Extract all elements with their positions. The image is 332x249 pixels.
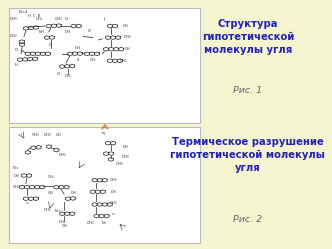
Text: $\rm CH_2$: $\rm CH_2$ [58, 218, 66, 226]
Text: f: f [21, 133, 23, 137]
Text: OH: OH [14, 174, 19, 178]
Text: $\rm n_2$: $\rm n_2$ [25, 200, 31, 207]
Text: Рис. 1: Рис. 1 [233, 85, 262, 95]
Text: O: O [57, 71, 60, 75]
Text: $\rm CH_3$: $\rm CH_3$ [87, 219, 95, 227]
Text: Рис. 2: Рис. 2 [233, 215, 262, 224]
Text: OH: OH [74, 46, 80, 50]
Text: OH: OH [55, 133, 61, 137]
Text: $\rm CH_3$: $\rm CH_3$ [115, 160, 124, 168]
Text: $\rm CH_3$: $\rm CH_3$ [121, 153, 129, 161]
Text: $\rm CH_2$: $\rm CH_2$ [64, 72, 72, 80]
Text: J: J [104, 17, 105, 21]
Bar [9, 127, 200, 243]
Text: $\rm N = 4$: $\rm N = 4$ [19, 7, 30, 14]
Text: N=: N= [102, 221, 107, 225]
Text: O: O [15, 48, 18, 52]
Text: $\rm CH_3$: $\rm CH_3$ [42, 206, 51, 214]
Text: O: O [87, 29, 90, 33]
Text: $\rm CH_3$: $\rm CH_3$ [31, 131, 40, 139]
Text: $\rm CH_3$: $\rm CH_3$ [42, 131, 51, 139]
Text: $\rm CH_3$: $\rm CH_3$ [58, 151, 66, 159]
Text: Структура
гипотетической
молекулы угля: Структура гипотетической молекулы угля [202, 19, 294, 55]
Text: $\rm N=$: $\rm N=$ [54, 207, 62, 214]
Text: OH: OH [48, 191, 53, 195]
Text: OH: OH [90, 58, 96, 62]
Text: S: S [76, 58, 79, 62]
Text: $\rm CH_3$: $\rm CH_3$ [110, 199, 118, 207]
Text: OH: OH [123, 145, 128, 149]
Text: $\rm CH_2$: $\rm CH_2$ [46, 173, 55, 181]
Bar [9, 7, 200, 123]
Text: $\rm CH_3$: $\rm CH_3$ [123, 34, 131, 41]
Text: NH: NH [38, 30, 44, 34]
Text: H  C  B: H C B [28, 14, 40, 18]
Text: $\rm CH_3$: $\rm CH_3$ [9, 33, 18, 40]
Text: OH: OH [123, 24, 128, 28]
Text: $\rm CH_3$: $\rm CH_3$ [9, 15, 18, 23]
Text: O: O [64, 17, 67, 21]
Text: $\rm CH_2$: $\rm CH_2$ [35, 15, 43, 23]
Text: $\rm CH_3$: $\rm CH_3$ [110, 176, 118, 184]
Text: OH: OH [65, 30, 71, 34]
Text: $\rm n_3$: $\rm n_3$ [111, 212, 117, 218]
Text: $\rm CH_3$: $\rm CH_3$ [119, 57, 127, 64]
Text: OH: OH [124, 47, 130, 51]
Text: OH: OH [111, 190, 117, 194]
Text: $\rm CH_3$: $\rm CH_3$ [54, 15, 63, 23]
Text: OH: OH [61, 225, 67, 229]
Text: $\rm N=$: $\rm N=$ [12, 164, 20, 171]
Text: H: H [15, 63, 18, 67]
Text: Термическое разрушение
гипотетической молекулы
угля: Термическое разрушение гипотетической мо… [170, 137, 325, 173]
Text: $\rm n_1$: $\rm n_1$ [101, 130, 107, 138]
Text: O: O [49, 43, 52, 47]
Text: $\rm CH_3$: $\rm CH_3$ [12, 183, 21, 191]
Text: OH: OH [71, 191, 76, 195]
